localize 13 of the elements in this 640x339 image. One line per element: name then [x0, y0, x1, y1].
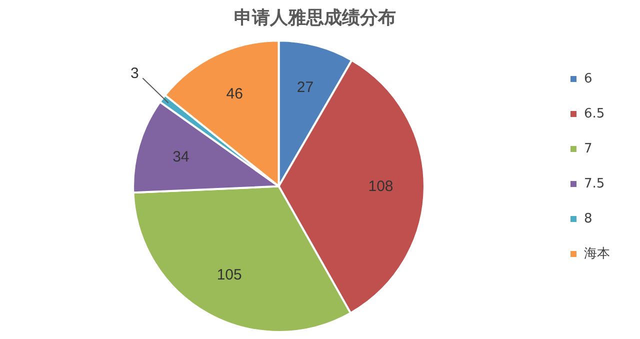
data-label: 108: [368, 178, 394, 195]
data-label: 3: [130, 65, 139, 82]
data-label: 46: [226, 85, 243, 102]
data-label: 105: [216, 266, 242, 284]
data-label: 27: [296, 78, 314, 96]
legend-label: 7: [584, 141, 592, 156]
legend-label: 6: [584, 71, 592, 86]
legend-label: 6.5: [584, 106, 605, 122]
legend-label: 海本: [584, 246, 610, 262]
chart-title: 申请人雅思成绩分布: [234, 7, 396, 28]
data-label: 34: [172, 148, 190, 166]
legend-label: 7.5: [584, 176, 605, 192]
legend-label: 8: [584, 211, 592, 226]
